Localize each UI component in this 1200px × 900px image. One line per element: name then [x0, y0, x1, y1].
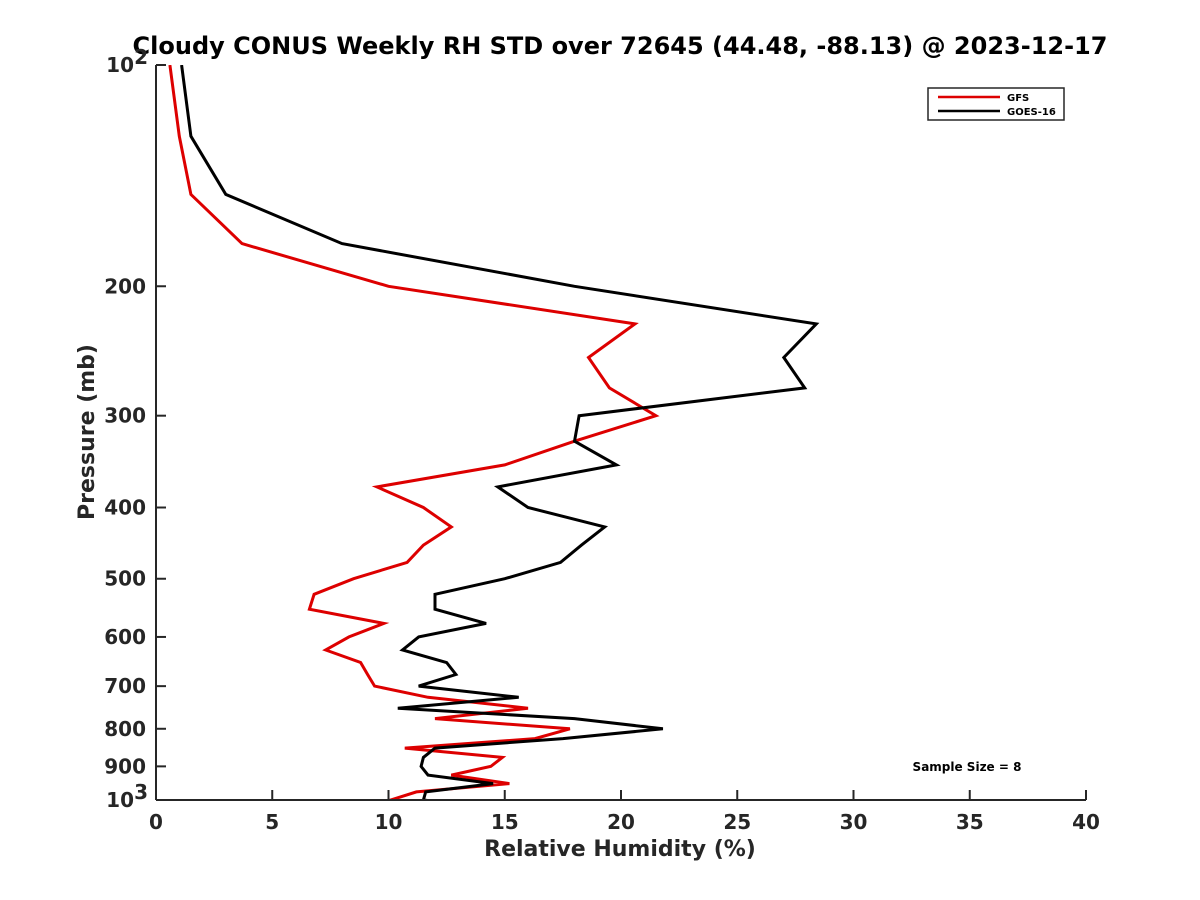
- legend-label-gfs: GFS: [1007, 93, 1029, 104]
- y-tick-label: 300: [104, 404, 146, 428]
- y-tick-label: 900: [104, 754, 146, 778]
- x-tick-label: 40: [1072, 810, 1100, 834]
- y-tick-exponent: 2: [134, 45, 148, 69]
- x-tick-label: 5: [265, 810, 279, 834]
- y-tick-label: 800: [104, 717, 146, 741]
- y-tick-exponent: 3: [134, 780, 148, 804]
- series-line-gfs: [168, 65, 660, 800]
- y-tick-label: 10: [106, 788, 134, 812]
- series-layer: [168, 65, 820, 800]
- y-tick-label: 200: [104, 274, 146, 298]
- sample-size-annotation: Sample Size = 8: [913, 760, 1022, 774]
- series-line-goes16: [180, 65, 820, 800]
- x-tick-label: 30: [840, 810, 868, 834]
- legend-label-goes16: GOES-16: [1007, 107, 1056, 118]
- y-tick-label: 600: [104, 625, 146, 649]
- x-tick-label: 10: [375, 810, 403, 834]
- x-axis-label: Relative Humidity (%): [484, 837, 756, 862]
- legend: GFS GOES-16: [927, 87, 1065, 121]
- axes-layer: [155, 65, 1086, 801]
- x-tick-label: 0: [149, 810, 163, 834]
- y-tick-label: 400: [104, 496, 146, 520]
- y-tick-label: 500: [104, 567, 146, 591]
- x-tick-label: 35: [956, 810, 984, 834]
- x-tick-label: 25: [723, 810, 751, 834]
- x-tick-label: 20: [607, 810, 635, 834]
- y-axis-label: Pressure (mb): [75, 344, 100, 520]
- chart-title: Cloudy CONUS Weekly RH STD over 72645 (4…: [133, 32, 1108, 60]
- legend-box: [927, 87, 1065, 121]
- y-tick-label: 700: [104, 674, 146, 698]
- y-tick-label: 10: [106, 53, 134, 77]
- x-tick-label: 15: [491, 810, 519, 834]
